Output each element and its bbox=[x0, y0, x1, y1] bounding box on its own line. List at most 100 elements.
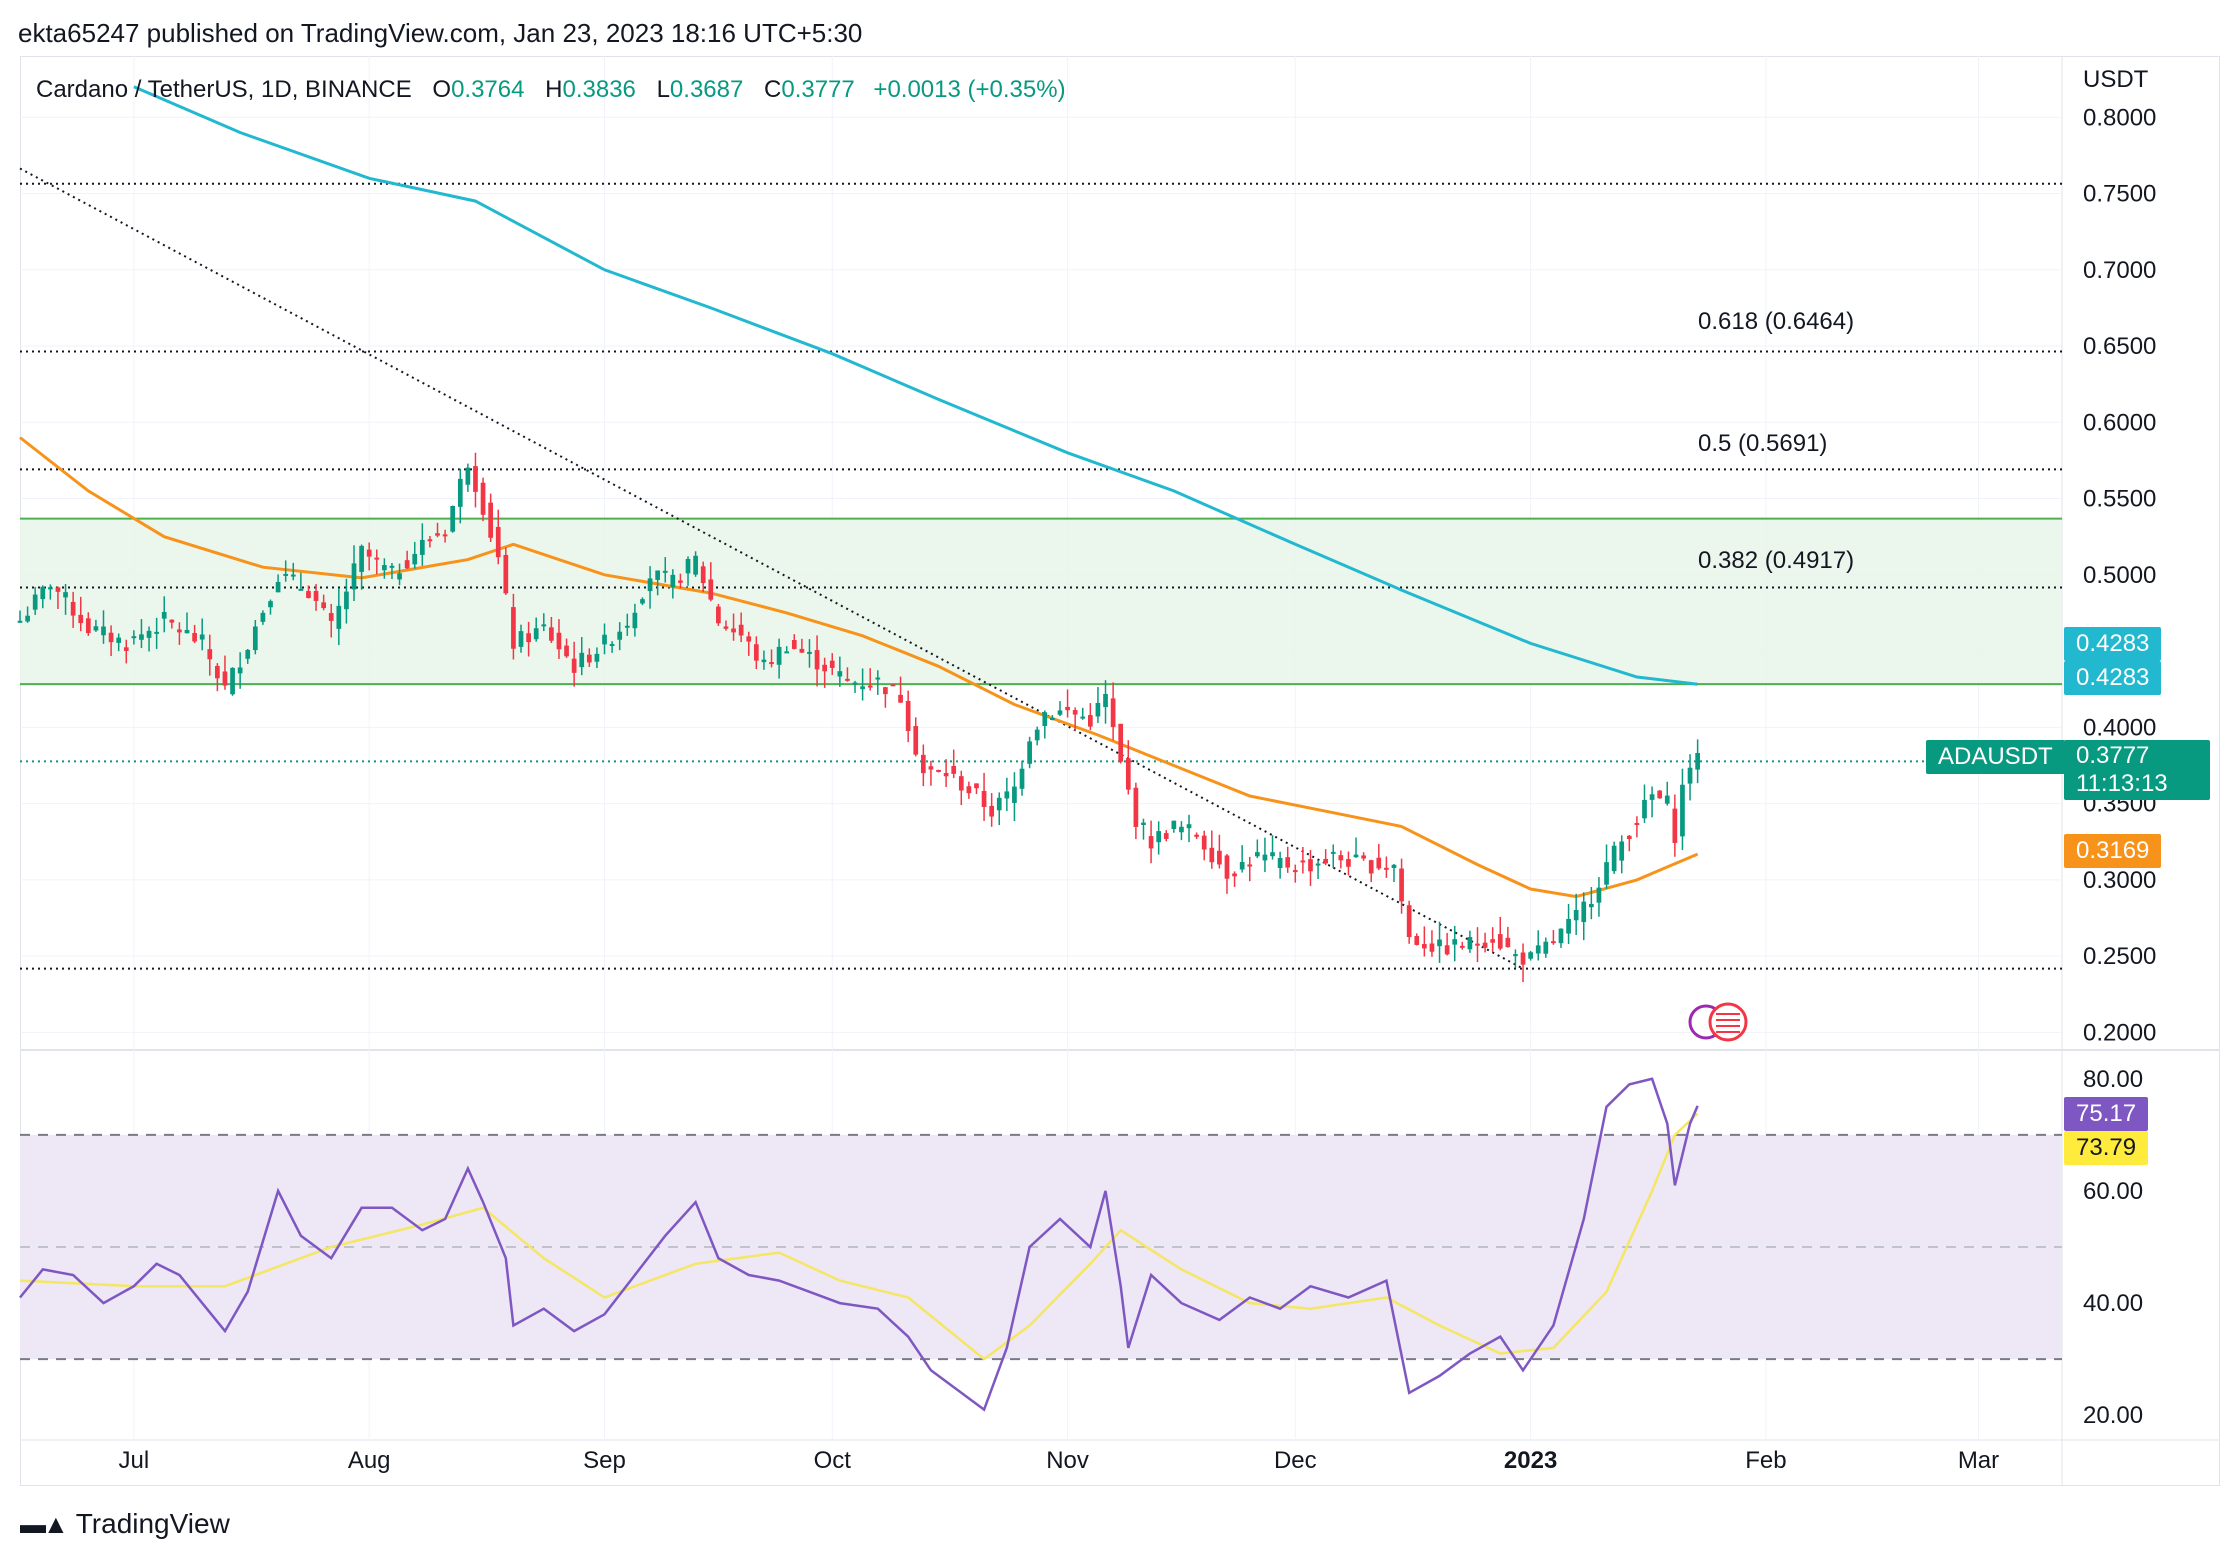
fib-label-0618: 0.618 (0.6464) bbox=[1698, 308, 1855, 335]
candle-body bbox=[351, 563, 357, 590]
candle-body bbox=[1072, 710, 1078, 715]
candle-body bbox=[1133, 787, 1139, 827]
candle-body bbox=[116, 637, 122, 643]
rsi-value-badge: 75.17 bbox=[2064, 1097, 2149, 1131]
candle-body bbox=[480, 482, 486, 515]
candle-body bbox=[814, 650, 820, 670]
candle-body bbox=[366, 549, 372, 557]
candle-body bbox=[1475, 943, 1480, 946]
time-tick-label: Oct bbox=[814, 1447, 852, 1474]
candle-body bbox=[1163, 833, 1169, 839]
us-flag-event-icon bbox=[1708, 1002, 1748, 1042]
candle-body bbox=[404, 560, 410, 569]
last-price-badge: 0.3777 11:13:13 bbox=[2064, 740, 2210, 800]
candle-body bbox=[1019, 768, 1025, 789]
close-key: C bbox=[764, 76, 782, 103]
candle-body bbox=[822, 664, 828, 672]
candle-body bbox=[518, 631, 524, 647]
candle-body bbox=[981, 790, 987, 807]
candle-body bbox=[678, 580, 683, 583]
candle-body bbox=[1551, 941, 1556, 944]
last-price: 0.3777 bbox=[2076, 742, 2150, 769]
candle-body bbox=[389, 565, 395, 568]
candle-body bbox=[1323, 858, 1329, 864]
candle-body bbox=[1497, 934, 1503, 949]
candle-body bbox=[412, 553, 418, 565]
candle-body bbox=[905, 700, 911, 731]
candle-body bbox=[662, 570, 668, 573]
price-tick-label: 0.8000 bbox=[2083, 104, 2156, 131]
price-tick-label: 0.6500 bbox=[2083, 333, 2156, 360]
candle-body bbox=[700, 566, 706, 584]
candle-body bbox=[837, 671, 843, 677]
candle-body bbox=[1566, 918, 1571, 934]
candle-body bbox=[473, 466, 478, 492]
candle-body bbox=[1649, 794, 1655, 800]
symbol-legend[interactable]: Cardano / TetherUS, 1D, BINANCE O0.3764 … bbox=[36, 76, 1066, 104]
candle-body bbox=[1619, 841, 1625, 861]
candle-body bbox=[397, 573, 402, 580]
candle-body bbox=[867, 685, 873, 688]
symbol-name-badge[interactable]: ADAUSDT bbox=[1926, 740, 2065, 774]
brand-name: TradingView bbox=[75, 1508, 230, 1539]
candle-body bbox=[996, 797, 1002, 811]
candle-body bbox=[161, 611, 167, 619]
open-value: 0.3764 bbox=[451, 76, 525, 103]
candle-body bbox=[1687, 767, 1693, 784]
candle-body bbox=[245, 649, 251, 659]
candle-body bbox=[936, 769, 941, 772]
candle-body bbox=[1186, 824, 1192, 829]
candle-body bbox=[860, 686, 865, 690]
candle-body bbox=[1467, 937, 1473, 950]
resistance-price-badge: 0.4283 bbox=[2064, 661, 2162, 695]
candle-body bbox=[268, 601, 273, 608]
candle-body bbox=[1095, 702, 1101, 717]
candle-body bbox=[920, 754, 926, 774]
candle-body bbox=[943, 773, 949, 777]
time-tick-label: Jul bbox=[119, 1447, 150, 1474]
candle-body bbox=[108, 632, 114, 643]
candle-body bbox=[1459, 945, 1465, 948]
rsi-tick-label: 20.00 bbox=[2083, 1402, 2143, 1429]
time-tick-label: Dec bbox=[1274, 1447, 1317, 1474]
candle-body bbox=[1179, 826, 1184, 833]
candle-body bbox=[655, 570, 661, 580]
candle-body bbox=[632, 612, 638, 629]
candle-body bbox=[40, 586, 46, 600]
candle-body bbox=[556, 632, 562, 650]
tradingview-brand[interactable]: ▬▲ TradingView bbox=[20, 1508, 230, 1540]
low-value: 0.3687 bbox=[669, 76, 744, 103]
candle-body bbox=[222, 671, 228, 686]
candle-body bbox=[549, 627, 554, 641]
candle-body bbox=[1315, 863, 1321, 866]
chart-frame bbox=[20, 56, 2220, 1486]
candle-body bbox=[93, 626, 99, 631]
candle-body bbox=[1148, 836, 1154, 849]
candle-body bbox=[1558, 928, 1564, 944]
candle-body bbox=[419, 539, 425, 555]
candle-body bbox=[1232, 873, 1237, 877]
candle-body bbox=[776, 646, 782, 665]
symbol-title: Cardano / TetherUS, 1D, BINANCE bbox=[36, 76, 412, 103]
candle-body bbox=[1376, 857, 1382, 869]
candle-body bbox=[685, 558, 691, 574]
candle-body bbox=[374, 557, 380, 560]
candle-body bbox=[1490, 939, 1496, 943]
candle-body bbox=[571, 658, 577, 673]
candle-body bbox=[1406, 905, 1412, 938]
candle-body bbox=[1156, 831, 1162, 843]
candle-body bbox=[564, 645, 569, 657]
rsi-tick-label: 60.00 bbox=[2083, 1178, 2143, 1205]
candle-body bbox=[746, 636, 752, 642]
candle-body bbox=[1642, 799, 1647, 819]
rsi-tick-label: 80.00 bbox=[2083, 1066, 2143, 1093]
candle-body bbox=[1141, 822, 1146, 825]
candle-body bbox=[761, 659, 767, 663]
price-tick-label: 0.7000 bbox=[2083, 257, 2156, 284]
change-value: +0.0013 (+0.35%) bbox=[873, 76, 1066, 103]
candle-body bbox=[1543, 941, 1549, 954]
candle-body bbox=[1308, 859, 1313, 872]
candle-body bbox=[1300, 860, 1306, 863]
candle-body bbox=[1262, 854, 1268, 861]
